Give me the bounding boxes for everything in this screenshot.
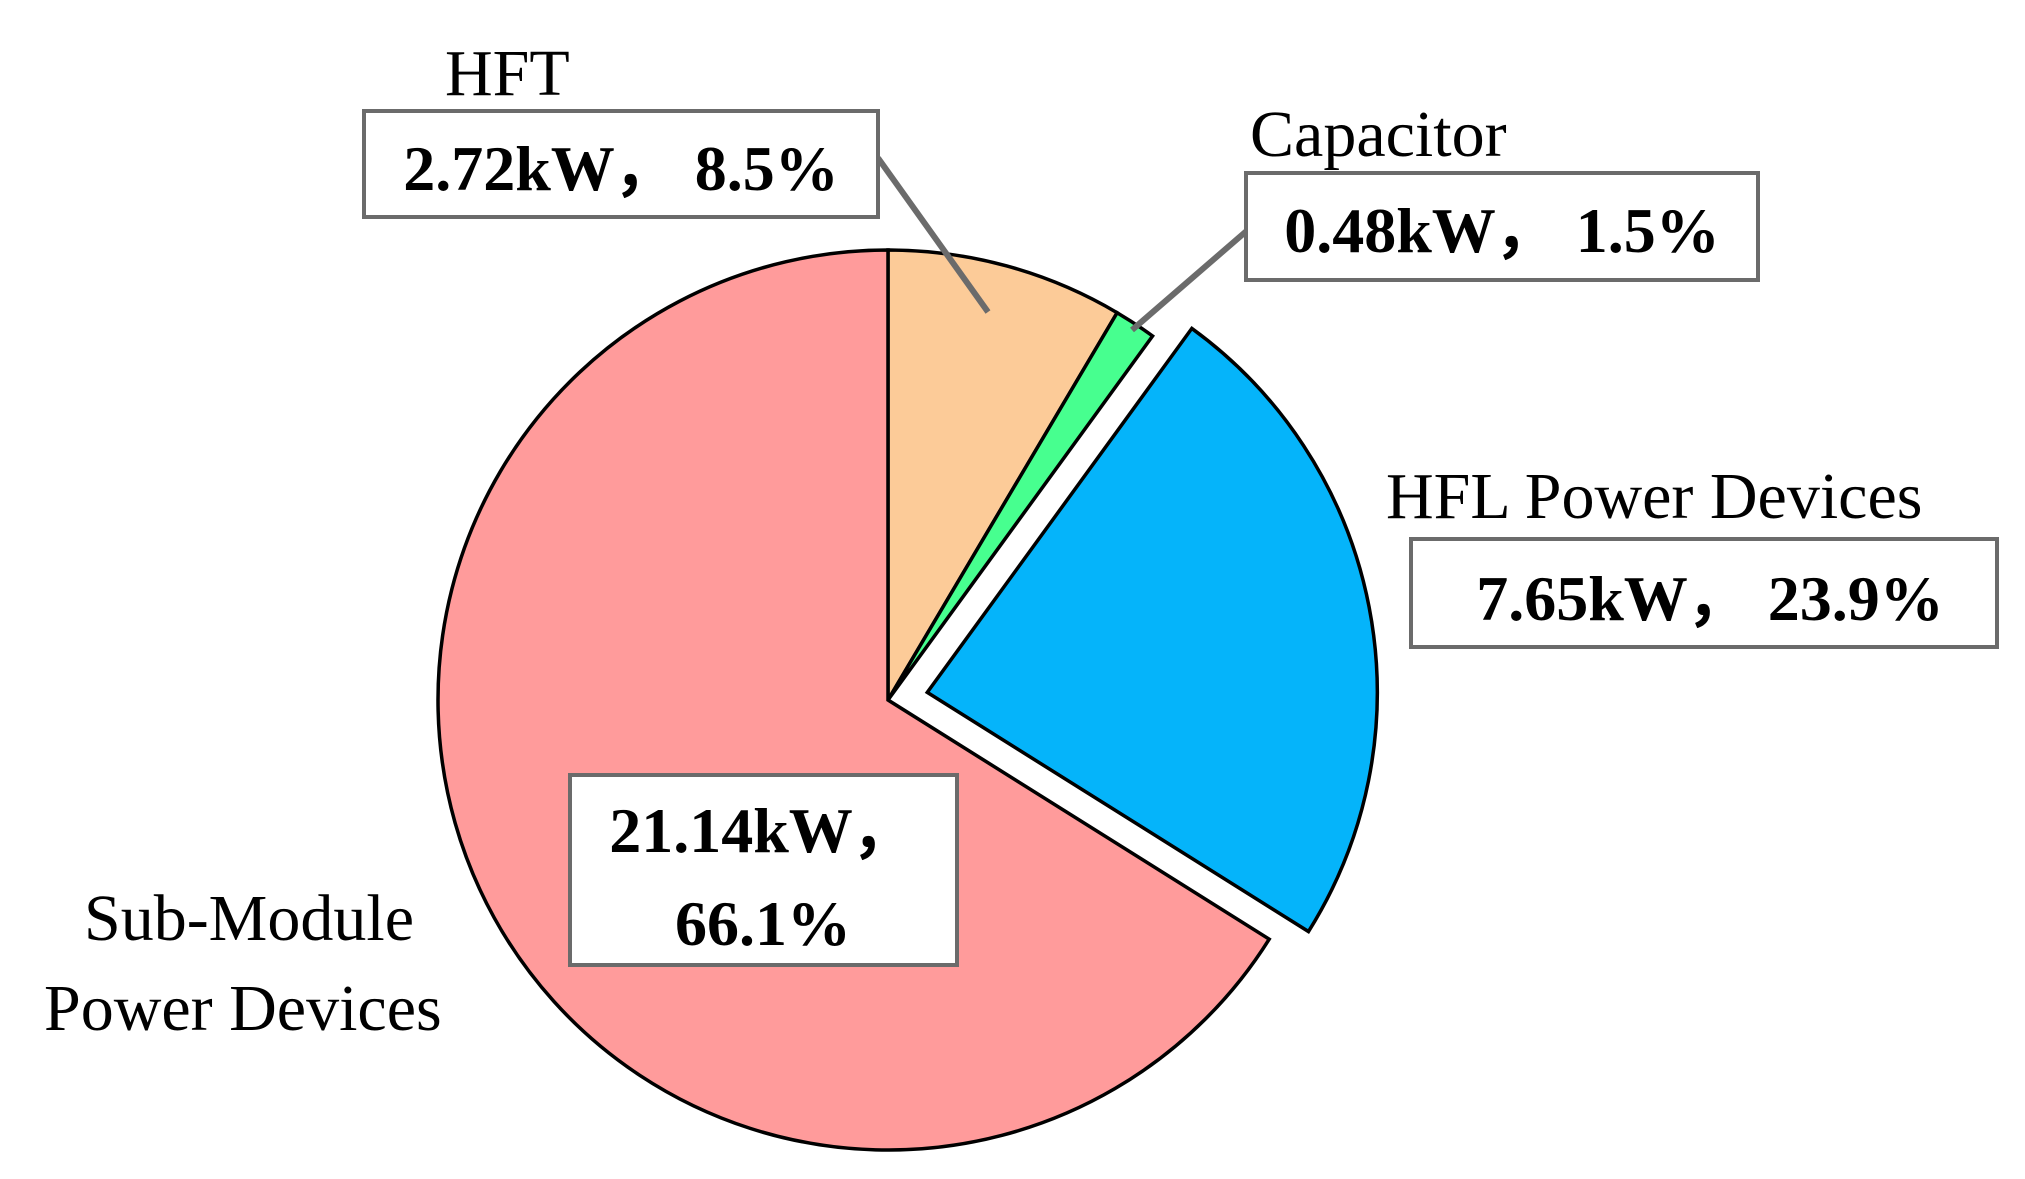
category-label-hft: HFT bbox=[445, 37, 570, 110]
value-label-hft: 2.72kW， 8.5% bbox=[403, 133, 839, 204]
leader-line-capacitor bbox=[1130, 225, 1252, 333]
slices-layer bbox=[436, 248, 1379, 1152]
value-label-sub-module-line-1: 21.14kW， bbox=[609, 795, 917, 866]
category-label-sub-module-line-1: Sub-Module bbox=[84, 882, 414, 955]
pie-slice-hft bbox=[886, 248, 1120, 707]
category-label-sub-module-line-2: Power Devices bbox=[44, 972, 442, 1045]
pie-slice-hfl-power-devices bbox=[924, 325, 1379, 934]
value-label-hfl-power-devices: 7.65kW， 23.9% bbox=[1476, 563, 1944, 634]
value-label-box-capacitor bbox=[1244, 171, 1760, 282]
leader-lines bbox=[875, 156, 1252, 333]
value-label-box-hft bbox=[362, 109, 880, 219]
category-label-hfl-power-devices: HFL Power Devices bbox=[1386, 460, 1922, 533]
value-label-box-hfl-power-devices bbox=[1409, 537, 1999, 649]
value-label-box-sub-module bbox=[568, 773, 959, 967]
value-label-capacitor: 0.48kW， 1.5% bbox=[1284, 195, 1720, 266]
leader-line-hft bbox=[875, 156, 991, 314]
category-label-capacitor: Capacitor bbox=[1250, 98, 1507, 171]
value-label-sub-module-line-2: 66.1% bbox=[675, 888, 851, 959]
